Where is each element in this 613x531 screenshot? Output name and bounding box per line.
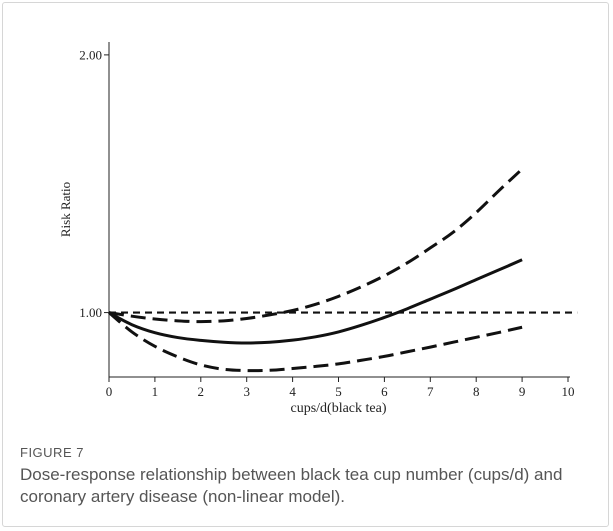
x-tick-label: 3	[243, 384, 250, 399]
figure-caption: Dose-response relationship between black…	[20, 465, 563, 506]
chart-lines	[108, 167, 578, 373]
x-tick-label: 0	[106, 384, 113, 399]
x-tick-label: 10	[562, 384, 575, 399]
figure-label: FIGURE 7	[20, 445, 84, 460]
x-tick-label: 8	[473, 384, 480, 399]
x-tick-label: 7	[427, 384, 434, 399]
x-tick-label: 9	[519, 384, 526, 399]
chart: 0 1 2 3 4 5 6 7 8 9 10 1.00 2.00 Risk Ratio cups/d(b…	[58, 42, 578, 416]
x-axis-label: cups/d(black tea)	[290, 401, 386, 416]
series-upper-ci-line	[108, 167, 524, 324]
x-tick-label: 1	[152, 384, 159, 399]
x-tick-label: 6	[381, 384, 388, 399]
series-point-estimate-line	[108, 258, 523, 345]
x-tick-label: 2	[198, 384, 205, 399]
x-tick-label: 4	[289, 384, 296, 399]
chart-ticks: 0 1 2 3 4 5 6 7 8 9 10 1.00 2.00	[79, 47, 574, 399]
series-lower-ci-line	[108, 311, 523, 373]
chart-axes	[108, 42, 570, 378]
x-tick-label: 5	[335, 384, 342, 399]
y-tick-label: 2.00	[79, 47, 102, 62]
y-tick-label: 1.00	[79, 305, 102, 320]
y-axis-label: Risk Ratio	[58, 182, 73, 237]
